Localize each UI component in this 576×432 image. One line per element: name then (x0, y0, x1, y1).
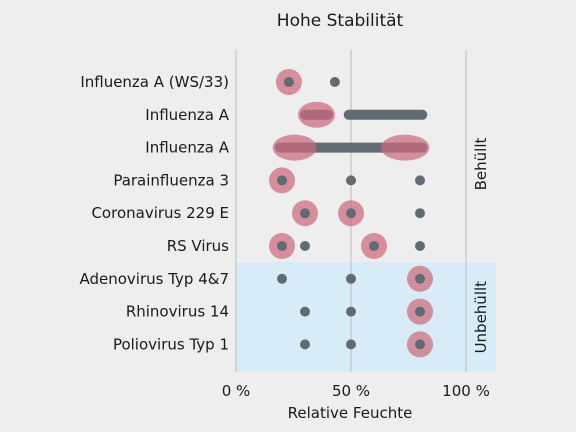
data-point (300, 208, 310, 219)
data-point (277, 175, 287, 186)
x-tick-label: 0 % (222, 382, 251, 400)
data-point (346, 273, 356, 284)
x-tick-label: 100 % (442, 382, 490, 400)
data-point (300, 339, 310, 350)
category-label: Adenovirus Typ 4&7 (79, 270, 229, 288)
category-label: Rhinovirus 14 (126, 303, 229, 321)
category-label: Coronavirus 229 E (91, 204, 229, 222)
x-tick-label: 50 % (332, 382, 370, 400)
data-point (415, 241, 425, 251)
data-point (300, 241, 310, 251)
data-point (346, 175, 356, 186)
category-label: Influenza A (WS/33) (80, 73, 229, 91)
data-point (415, 175, 425, 186)
data-point (346, 306, 356, 317)
data-point (415, 273, 425, 284)
category-label: Poliovirus Typ 1 (113, 335, 229, 353)
data-point (415, 339, 425, 350)
data-point (277, 241, 287, 251)
label-layer: Behüllt Unbehüllt 0 % 50 % 100 % Influenza A … (79, 73, 490, 400)
point-layer (277, 77, 425, 350)
data-point (277, 273, 287, 284)
data-point (346, 339, 356, 350)
data-point (415, 306, 425, 317)
data-point (369, 241, 379, 251)
group-label: Behüllt (472, 138, 490, 191)
category-label: Influenza A (145, 106, 229, 124)
data-point (300, 306, 310, 317)
data-point (329, 77, 340, 87)
group-label: Unbehüllt (472, 281, 490, 354)
high-stability-marker (298, 101, 335, 128)
unbehuellt-band (236, 262, 496, 372)
data-point (283, 77, 294, 87)
x-axis-title: Relative Feuchte (288, 404, 413, 422)
high-stability-marker (380, 134, 430, 161)
chart-title: Hohe Stabilität (277, 11, 404, 31)
data-point (415, 208, 425, 219)
high-stability-marker (272, 134, 317, 161)
category-label: RS Virus (167, 237, 229, 255)
category-label: Parainfluenza 3 (113, 171, 229, 189)
category-label: Influenza A (145, 139, 229, 157)
shaded-band-layer (236, 262, 496, 372)
data-point (346, 208, 356, 219)
